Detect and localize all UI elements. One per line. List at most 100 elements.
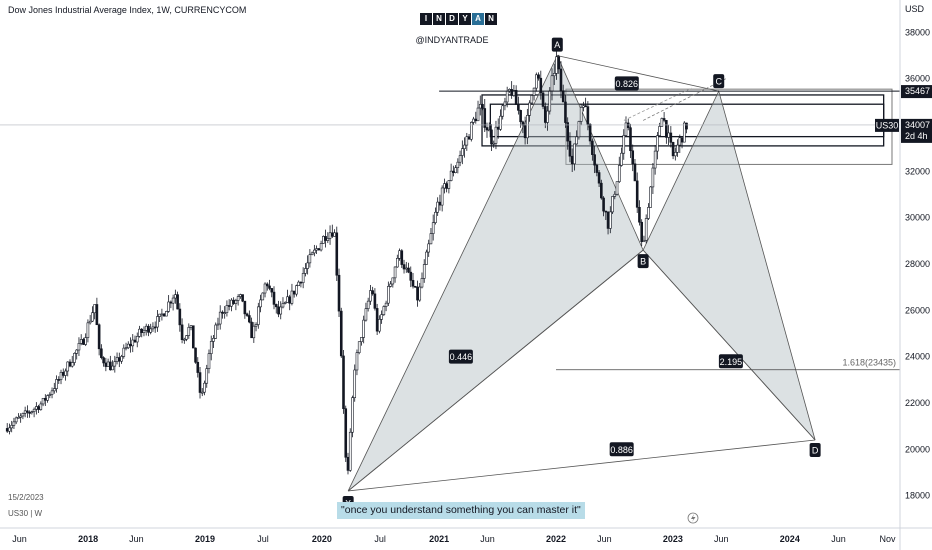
y-tick-label: 24000 bbox=[905, 352, 930, 362]
candle-body bbox=[501, 105, 504, 117]
candle-body bbox=[597, 172, 601, 184]
candle-body bbox=[671, 142, 675, 157]
y-tick-label: 18000 bbox=[905, 491, 930, 501]
candle-body bbox=[523, 124, 527, 139]
candle-body bbox=[604, 210, 608, 213]
ratio-label: 0.446 bbox=[448, 349, 473, 364]
candle-body bbox=[319, 243, 323, 251]
candle-body bbox=[640, 221, 643, 243]
candle-body bbox=[335, 232, 339, 276]
quote-banner: "once you understand something you can m… bbox=[337, 502, 585, 519]
candle-body bbox=[151, 326, 155, 330]
candle-body bbox=[328, 232, 332, 239]
candle-body bbox=[676, 144, 679, 153]
candle-body bbox=[573, 143, 576, 165]
candle-body bbox=[669, 132, 673, 143]
point-d: D bbox=[809, 443, 821, 457]
candle-body bbox=[519, 110, 522, 123]
x-tick-label: Jun bbox=[129, 534, 144, 544]
candle-body bbox=[295, 285, 298, 295]
logo-letter: N bbox=[433, 13, 445, 25]
dashed-trendline bbox=[642, 78, 726, 121]
candle-body bbox=[93, 304, 96, 314]
candle-body bbox=[434, 211, 437, 223]
candle-body bbox=[496, 126, 500, 130]
candle-body bbox=[629, 127, 632, 152]
candle-body bbox=[667, 132, 670, 138]
y-tick-label: 20000 bbox=[905, 444, 930, 454]
candle-body bbox=[526, 115, 529, 139]
candle-body bbox=[86, 322, 90, 338]
x-tick-label: Jun bbox=[831, 534, 846, 544]
candle-body bbox=[461, 148, 464, 156]
ratio-label-bg bbox=[614, 76, 639, 91]
candle-body bbox=[232, 299, 235, 304]
x-tick-label: 2022 bbox=[546, 534, 566, 544]
candle-body bbox=[165, 311, 168, 317]
candle-body bbox=[135, 336, 139, 343]
candle-body bbox=[393, 266, 397, 279]
candle-body bbox=[95, 304, 99, 326]
candle-body bbox=[364, 308, 368, 321]
candle-body bbox=[445, 183, 448, 189]
candle-body bbox=[66, 361, 70, 372]
candle-body bbox=[416, 286, 419, 301]
candle-body bbox=[429, 233, 433, 245]
candle-body bbox=[124, 347, 128, 350]
candle-body bbox=[478, 104, 482, 109]
price-tag-current-text: 34007 bbox=[905, 120, 930, 130]
candle-body bbox=[651, 167, 655, 188]
candle-body bbox=[126, 343, 130, 349]
candle-body bbox=[183, 338, 186, 341]
candle-body bbox=[41, 397, 45, 405]
candle-body bbox=[559, 68, 563, 92]
candle-body bbox=[30, 411, 34, 414]
candle-body bbox=[609, 211, 612, 229]
candle-body bbox=[564, 101, 567, 123]
candle-body bbox=[620, 152, 623, 166]
candle-body bbox=[35, 406, 38, 410]
candle-body bbox=[91, 312, 94, 322]
candle-body bbox=[257, 306, 260, 325]
candle-body bbox=[452, 170, 455, 173]
candle-body bbox=[120, 356, 123, 362]
candle-body bbox=[306, 262, 309, 269]
point-b-text: B bbox=[640, 257, 646, 267]
candle-body bbox=[178, 308, 182, 326]
candle-body bbox=[57, 379, 61, 381]
candle-body bbox=[517, 104, 520, 111]
candle-body bbox=[570, 155, 574, 165]
candle-body bbox=[272, 291, 276, 305]
harmonic-pattern bbox=[347, 54, 816, 492]
candle-body bbox=[633, 163, 637, 182]
logo-letter: A bbox=[472, 13, 484, 25]
candle-body bbox=[449, 170, 453, 181]
candle-body bbox=[142, 329, 146, 333]
candle-body bbox=[200, 391, 204, 394]
candle-body bbox=[440, 187, 444, 206]
candle-body bbox=[176, 294, 179, 310]
lightning-icon-ring bbox=[687, 512, 699, 524]
candle-body bbox=[644, 218, 648, 241]
candle-body bbox=[425, 251, 428, 265]
candle-body bbox=[207, 353, 211, 369]
logo-letter: Y bbox=[459, 13, 471, 25]
candle-body bbox=[427, 243, 431, 253]
x-tick-label: Nov bbox=[880, 534, 897, 544]
candle-body bbox=[248, 315, 251, 323]
ratio-label-text: 0.886 bbox=[610, 445, 633, 455]
candle-body bbox=[521, 121, 525, 126]
candle-body bbox=[396, 258, 399, 268]
candle-body bbox=[292, 290, 296, 295]
candle-body bbox=[584, 105, 587, 107]
candle-body bbox=[250, 321, 253, 339]
candle-body bbox=[104, 362, 108, 367]
candle-body bbox=[79, 339, 83, 344]
point-d-bg bbox=[809, 443, 821, 457]
logo-letter: N bbox=[485, 13, 497, 25]
candle-body bbox=[239, 294, 242, 297]
candle-body bbox=[223, 312, 226, 314]
footer-symbol: US30 | W bbox=[8, 509, 43, 518]
